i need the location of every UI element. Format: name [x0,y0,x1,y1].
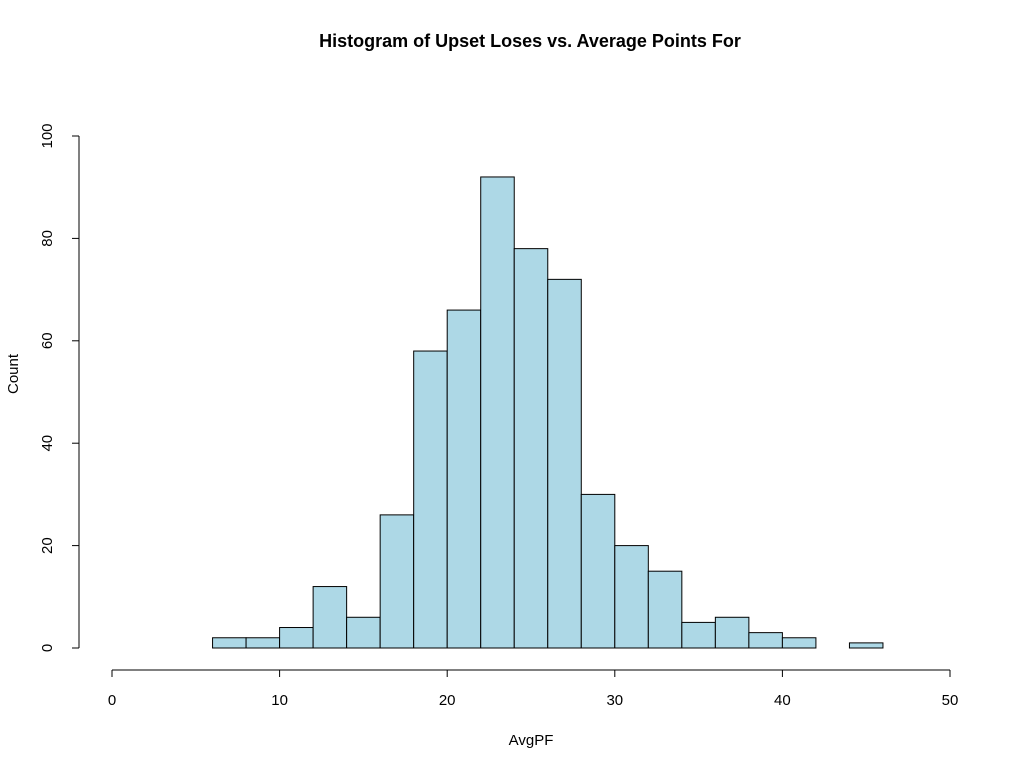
histogram-bar-12-14 [312,586,348,649]
histogram-bar-34-36 [681,621,716,649]
y-axis-label: Count [5,353,22,394]
y-axis: 0 20 40 60 80 100 [39,123,80,652]
histogram-bar-18-20 [413,350,448,649]
histogram-bar-26-28 [547,278,582,649]
histogram-bar-40-42 [781,637,817,649]
chart-title: Histogram of Upset Loses vs. Average Poi… [319,31,741,51]
histogram-bar-14-16 [346,616,381,649]
bars-group [212,176,884,649]
histogram-bar-24-26 [513,248,549,649]
histogram-bar-36-38 [714,616,750,649]
histogram-bar-38-40 [748,632,783,649]
y-tick-label: 40 [39,435,56,452]
x-tick-label: 30 [606,692,623,709]
x-tick-label: 10 [271,692,288,709]
histogram-bar-8-10 [245,637,281,649]
histogram-bar-32-34 [647,570,683,649]
histogram-bar-10-12 [279,627,314,649]
y-tick-label: 100 [39,123,56,148]
histogram-bar-30-32 [614,545,649,649]
x-tick-label: 20 [439,692,456,709]
histogram-bar-22-24 [480,176,515,649]
x-tick-label: 0 [108,692,116,709]
x-axis-label: AvgPF [509,732,554,749]
y-tick-label: 80 [39,230,56,247]
histogram-bar-28-30 [580,493,616,649]
histogram-bar-20-22 [446,309,482,649]
histogram-bar-16-18 [379,514,415,649]
y-tick-label: 20 [39,537,56,554]
histogram-bar-6-8 [212,637,247,649]
x-axis: 0 10 20 30 40 50 [108,669,959,709]
x-tick-label: 50 [942,692,959,709]
x-tick-label: 40 [774,692,791,709]
histogram-bar-44-46 [848,642,884,649]
y-tick-label: 60 [39,332,56,349]
y-tick-label: 0 [39,644,56,652]
